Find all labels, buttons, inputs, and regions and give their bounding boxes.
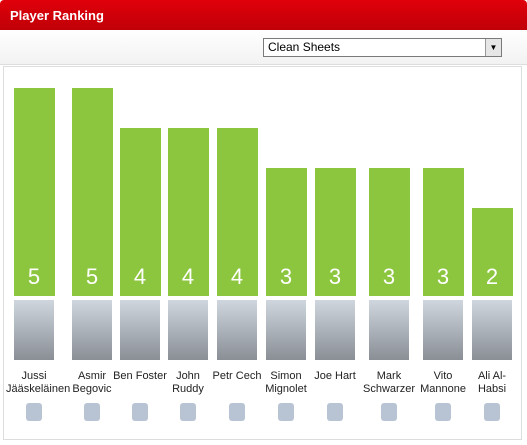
club-badge: [435, 403, 451, 421]
player-name: Mark Schwarzer: [363, 370, 415, 395]
player-photo: [120, 300, 160, 360]
club-badge: [278, 403, 294, 421]
player-photo: [315, 300, 355, 360]
value-label: 4: [230, 264, 244, 289]
dropdown-value: Clean Sheets: [268, 40, 341, 54]
stat-dropdown[interactable]: Clean Sheets ▼: [263, 38, 502, 57]
player-photo: [168, 300, 208, 360]
player-photo: [423, 300, 463, 360]
chart-panel: [3, 66, 522, 440]
value-label: 5: [85, 264, 99, 289]
value-label: 3: [382, 264, 396, 289]
player-photo: [72, 300, 112, 360]
player-name: Jussi Jääskeläinen: [6, 370, 71, 395]
bar: [71, 88, 113, 296]
bar: [216, 128, 258, 296]
bar: [422, 168, 464, 296]
club-badge: [132, 403, 148, 421]
club-badge: [381, 403, 397, 421]
bar: [368, 168, 410, 296]
player-photo: [266, 300, 306, 360]
value-label: 2: [485, 264, 499, 289]
club-badge: [327, 403, 343, 421]
player-photo: [472, 300, 512, 360]
player-name: Ali Al-Habsi: [477, 370, 507, 395]
value-label: 5: [27, 264, 41, 289]
player-name: Joe Hart: [314, 370, 356, 382]
bar: [119, 128, 161, 296]
value-label: 4: [133, 264, 147, 289]
player-photo: [14, 300, 54, 360]
value-label: 4: [181, 264, 195, 289]
club-badge: [229, 403, 245, 421]
bar: [314, 168, 356, 296]
header: Player Ranking: [0, 0, 527, 30]
player-name: Asmir Begovic: [72, 370, 112, 395]
player-photo: [369, 300, 409, 360]
player-name: Vito Mannone: [420, 370, 466, 395]
club-badge: [484, 403, 500, 421]
club-badge: [26, 403, 42, 421]
player-name: John Ruddy: [172, 370, 204, 395]
value-label: 3: [436, 264, 450, 289]
bar: [471, 208, 513, 296]
header-title: Player Ranking: [10, 8, 104, 23]
dropdown-arrow[interactable]: ▼: [485, 39, 501, 56]
player-name: Ben Foster: [113, 370, 167, 382]
club-badge: [180, 403, 196, 421]
player-photo: [217, 300, 257, 360]
value-label: 3: [279, 264, 293, 289]
value-label: 3: [328, 264, 342, 289]
bar: [167, 128, 209, 296]
player-name: Petr Cech: [212, 370, 262, 382]
bar: [265, 168, 307, 296]
club-badge: [84, 403, 100, 421]
player-name: Simon Mignolet: [265, 370, 307, 395]
bar: [13, 88, 55, 296]
